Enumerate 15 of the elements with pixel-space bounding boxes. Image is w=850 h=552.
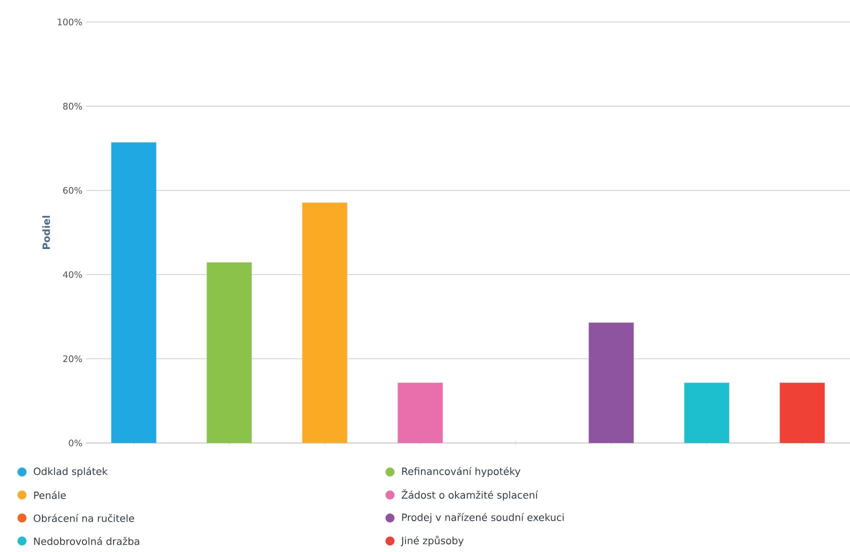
y-tick-label: 60% [63, 186, 82, 194]
y-tick-label: 0% [68, 440, 82, 446]
legend-label: Nedobrovolná dražba [34, 536, 140, 546]
legend-label: Žádost o okamžité splacení [402, 489, 538, 501]
y-axis-title: Podiel [42, 216, 50, 249]
y-tick-label: 80% [63, 102, 82, 110]
legend-label: Prodej v nařízené soudní exekuci [402, 512, 564, 524]
legend-label: Penále [34, 490, 66, 500]
legend-label: Jiné způsoby [400, 536, 464, 546]
y-tick-label: 20% [63, 355, 82, 362]
legend-label: Odklad splátek [34, 466, 108, 478]
legend-label: Refinancování hypotéky [402, 466, 520, 478]
legend-label: Obrácení na ručitele [34, 514, 134, 522]
y-tick-label: 40% [62, 271, 82, 278]
y-tick-label: 100% [58, 18, 82, 26]
